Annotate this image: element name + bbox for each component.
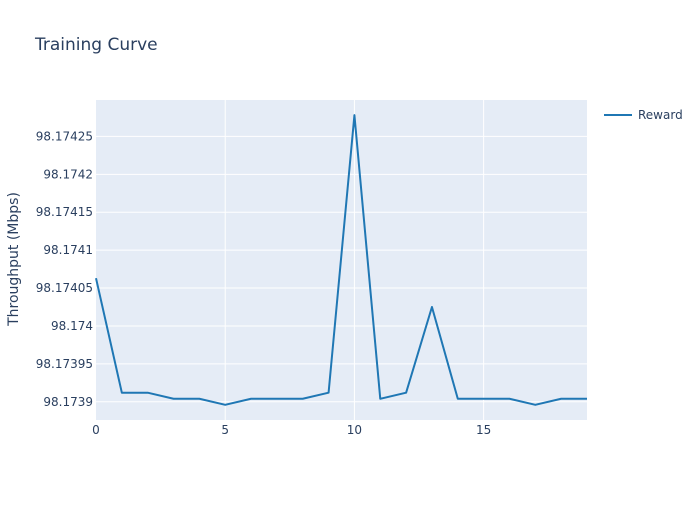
legend-label-reward: Reward <box>638 108 683 122</box>
y-gridlines <box>96 135 587 403</box>
y-tick-label: 98.17425 <box>36 129 93 143</box>
y-axis-ticks: 98.1739 98.17395 98.174 98.17405 98.1741 98.1… <box>36 129 93 408</box>
y-tick-label: 98.17395 <box>36 357 93 371</box>
y-tick-label: 98.17415 <box>36 205 93 219</box>
x-tick-label: 5 <box>221 423 229 437</box>
y-tick-label: 98.17405 <box>36 281 93 295</box>
chart-title: Training Curve <box>34 35 158 55</box>
y-axis-label: Throughput (Mbps) <box>6 192 22 327</box>
y-tick-label: 98.174 <box>51 319 93 333</box>
y-tick-label: 98.1742 <box>43 167 93 181</box>
series-layer <box>95 114 587 406</box>
x-tick-label: 15 <box>476 423 491 437</box>
y-tick-label: 98.1741 <box>43 243 93 257</box>
y-tick-label: 98.1739 <box>43 395 93 409</box>
x-tick-label: 10 <box>347 423 362 437</box>
series-line-reward <box>95 114 587 406</box>
legend[interactable]: Reward <box>604 108 683 122</box>
x-gridlines <box>224 100 485 420</box>
x-tick-label: 0 <box>92 423 100 437</box>
x-axis-ticks: 0 5 10 15 <box>92 423 491 437</box>
